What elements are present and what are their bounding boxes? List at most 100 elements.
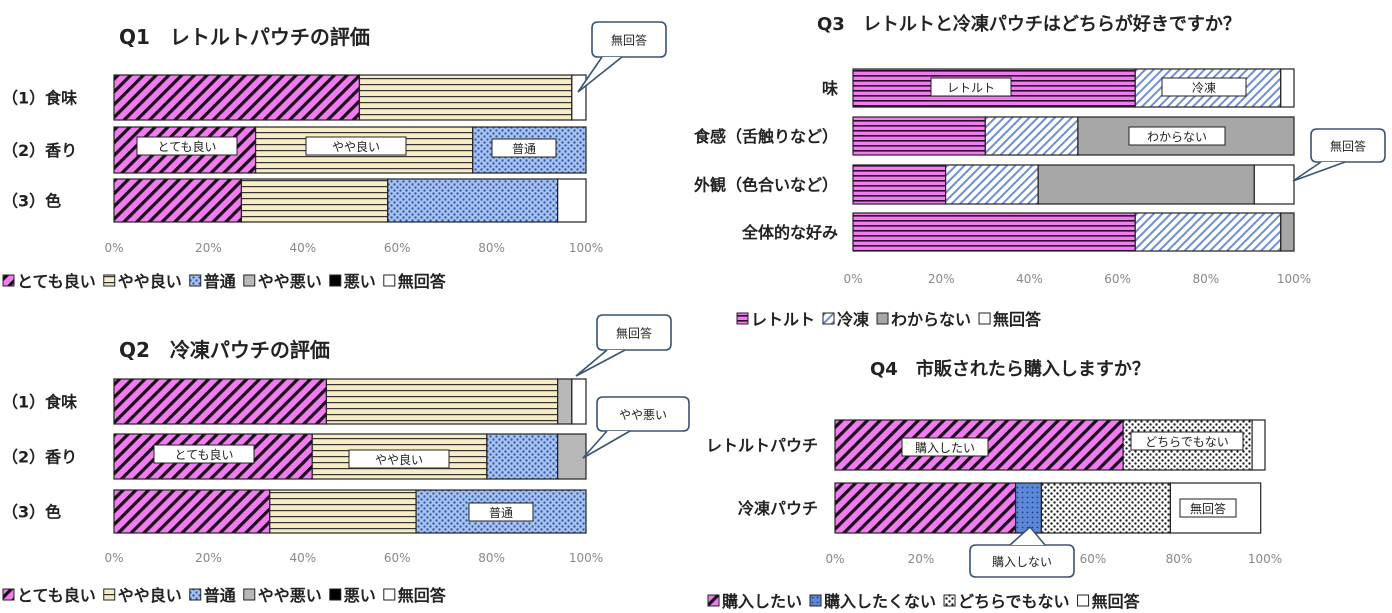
q4-callout: 購入しない [969, 525, 1075, 578]
q2-inbar-label: やや良い [348, 449, 450, 469]
q4-x-tick-label: 60% [1080, 552, 1107, 566]
q4-legend-label: どちらでもない [958, 592, 1070, 611]
q2-x-tick-label: 80% [478, 551, 505, 565]
q1-legend-swatch [189, 274, 202, 287]
q1-bar-segment [387, 178, 559, 223]
q3-inbar-label-text: 冷凍 [1192, 81, 1216, 95]
q3-x-tick-label: 0% [843, 272, 862, 286]
q1-bar-segment [113, 74, 361, 121]
q3-inbar-label: 冷凍 [1161, 77, 1247, 97]
q2-bar-segment [571, 378, 587, 425]
q4-bar-segment [1040, 482, 1172, 534]
q1-x-tick-label: 20% [195, 241, 222, 255]
q3-callout: 無回答 [1292, 128, 1386, 182]
q1-callout-text: 無回答 [611, 33, 647, 48]
q2-legend-swatch [243, 588, 256, 601]
q2-legend-label: やや悪い [258, 586, 322, 605]
q1-legend-label: とても良い [17, 272, 96, 291]
q1-legend-label: やや良い [118, 272, 182, 291]
q2-legend-swatch [329, 588, 342, 601]
q1-legend-label: 無回答 [398, 272, 447, 291]
q3-legend-swatch [876, 312, 889, 325]
q3-legend-swatch [736, 312, 749, 325]
q1-bar-segment [113, 178, 243, 223]
q3-inbar-label-text: わからない [1147, 130, 1207, 144]
q2-legend-swatch [189, 588, 202, 601]
q2-bar-segment [557, 433, 587, 480]
q2-inbar-label-text: 普通 [489, 506, 513, 520]
q2-legend-swatch [2, 588, 15, 601]
q2-bar-segment [486, 433, 559, 480]
q3-category-label: 外観（色合いなど） [693, 176, 838, 195]
q1-inbar-label: とても良い [136, 136, 238, 156]
q3-category-label: 食感（舌触りなど） [693, 127, 838, 146]
q2-inbar-label: とても良い [153, 444, 255, 464]
q3-x-tick-label: 20% [928, 272, 955, 286]
q3-inbar-label: レトルト [930, 77, 1012, 97]
q3-legend-label: 無回答 [993, 310, 1042, 329]
q4-legend-swatch [1077, 594, 1090, 607]
q2-callout: やや悪い [582, 396, 690, 459]
q3-legend-swatch [822, 312, 835, 325]
q1-chart: Q1 レトルトパウチの評価 （1）食味 （2）香り （3）色 0% 20% 40% 60% 80… [2, 25, 603, 291]
q3-bar-segment [984, 116, 1079, 156]
q3-chart: Q3 レトルトと冷凍パウチはどちらが好きですか？ 味食感（舌触りなど） 外観（色合い… [693, 13, 1311, 329]
q2-x-tick-label: 100% [569, 551, 603, 565]
q2-legend-label: やや良い [118, 586, 182, 605]
q3-bar-segment [852, 212, 1136, 252]
q3-title: Q3 レトルトと冷凍パウチはどちらが好きですか？ [817, 13, 1241, 35]
q3-callout-text: 無回答 [1330, 139, 1366, 154]
q2-title: Q2 冷凍パウチの評価 [119, 338, 330, 362]
q1-legend-swatch [243, 274, 256, 287]
q1-x-tick-label: 80% [478, 241, 505, 255]
q3-x-tick-label: 60% [1104, 272, 1131, 286]
q1-x-tick-label: 0% [104, 241, 123, 255]
q4-inbar-label-text: 無回答 [1190, 501, 1226, 516]
q2-inbar-label: 普通 [468, 502, 534, 522]
q2-x-tick-label: 40% [289, 551, 316, 565]
q1-legend-label: やや悪い [258, 272, 322, 291]
q1-title: Q1 レトルトパウチの評価 [119, 25, 370, 49]
q2-legend-swatch [103, 588, 116, 601]
q2-legend-label: 無回答 [398, 586, 447, 605]
q3-x-tick-label: 80% [1192, 272, 1219, 286]
q4-legend-label: 購入したくない [823, 592, 936, 611]
q4-legend-label: 購入したい [721, 592, 802, 611]
q2-category-label: （2）香り [2, 448, 77, 467]
q4-x-tick-label: 80% [1166, 552, 1193, 566]
q3-inbar-label-text: レトルト [947, 81, 995, 95]
q2-bar-segment [325, 378, 559, 425]
q2-inbar-label-text: やや良い [375, 452, 423, 467]
q4-bar-segment [1251, 419, 1266, 471]
q1-bar-segment [571, 74, 587, 121]
q1-inbar-label-text: 普通 [512, 142, 536, 156]
q3-bar-segment [1280, 68, 1295, 108]
q3-legend-label: レトルト [751, 310, 815, 329]
q2-legend-label: とても良い [17, 586, 96, 605]
q1-legend-swatch [383, 274, 396, 287]
q3-legend-label: 冷凍 [837, 310, 869, 329]
q3-category-label: 味 [822, 79, 838, 98]
q4-title: Q4 市販されたら購入しますか？ [870, 358, 1150, 380]
q1-category-label: （2）香り [2, 141, 77, 160]
q3-bar-segment [1280, 212, 1295, 252]
q4-category-label: レトルトパウチ [706, 436, 818, 455]
q4-callout-text: 購入しない [992, 555, 1052, 569]
q2-x-tick-label: 60% [384, 551, 411, 565]
q4-legend-swatch [707, 594, 720, 607]
q2-x-tick-label: 0% [104, 551, 123, 565]
q1-callout: 無回答 [577, 21, 667, 93]
q4-inbar-label-text: どちらでもない [1145, 435, 1229, 449]
q2-callout: 無回答 [575, 314, 672, 377]
q1-legend-swatch [103, 274, 116, 287]
q4-category-label: 冷凍パウチ [738, 499, 818, 518]
q4-legend-swatch [809, 594, 822, 607]
q2-chart: Q2 冷凍パウチの評価 （1）食味 （2）香り （3）色 0% 20% 40% 60% 80% 1… [2, 338, 603, 605]
q2-category-label: （3）色 [2, 503, 61, 522]
q1-legend-swatch [2, 274, 15, 287]
q4-inbar-label-text: 購入したい [915, 441, 975, 455]
q1-category-label: （1）食味 [2, 89, 77, 108]
q4-inbar-label: 無回答 [1179, 498, 1237, 518]
q2-callout-text: 無回答 [616, 326, 652, 341]
